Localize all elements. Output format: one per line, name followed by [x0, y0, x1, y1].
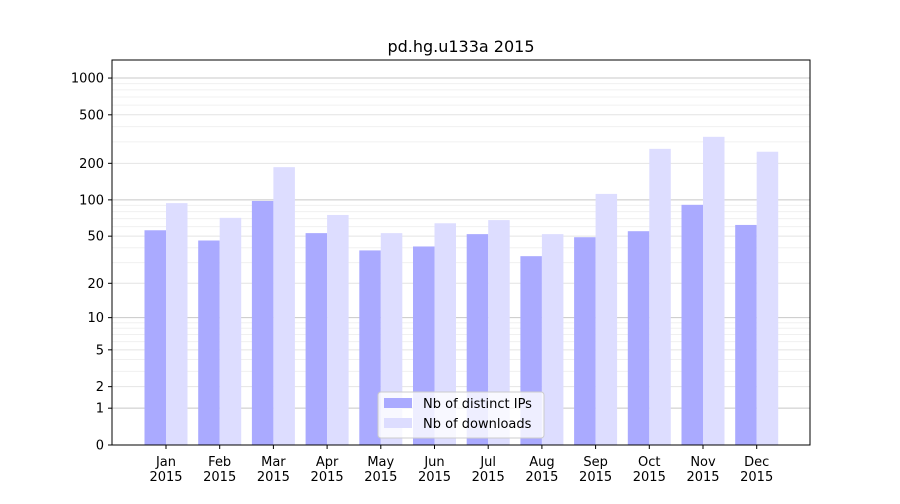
x-tick-label: 2015: [364, 470, 397, 485]
y-tick-label: 100: [79, 193, 104, 208]
x-tick-label: 2015: [311, 470, 344, 485]
x-tick-label: 2015: [149, 470, 182, 485]
legend-label: Nb of distinct IPs: [423, 397, 532, 412]
bar-downloads: [219, 217, 242, 445]
chart-title: pd.hg.u133a 2015: [387, 37, 534, 56]
x-tick-label: Sep: [583, 455, 608, 470]
bar-distinct-ips: [681, 204, 703, 445]
y-tick-label: 0: [96, 439, 104, 454]
bar-distinct-ips: [251, 200, 274, 445]
y-tick-label: 10: [87, 311, 104, 326]
x-tick-label: 2015: [203, 470, 236, 485]
x-tick-label: May: [367, 455, 394, 470]
x-tick-label: Nov: [690, 455, 716, 470]
plot-frame: [111, 59, 811, 446]
bar-downloads: [488, 220, 510, 445]
x-tick-label: Oct: [638, 455, 660, 470]
bar-downloads: [756, 151, 779, 445]
x-tick-label: 2015: [418, 470, 451, 485]
bar-downloads: [541, 234, 564, 445]
legend-box: [377, 391, 545, 439]
bar-distinct-ips: [144, 230, 166, 445]
x-tick-label: Dec: [744, 455, 769, 470]
bar-distinct-ips: [735, 224, 757, 445]
bar-distinct-ips: [627, 231, 650, 445]
x-tick-label: 2015: [525, 470, 558, 485]
bar-downloads: [649, 148, 671, 446]
bar-distinct-ips: [305, 233, 328, 445]
y-tick-label: 50: [87, 230, 104, 245]
x-tick-label: Jan: [155, 455, 176, 470]
x-tick-label: 2015: [740, 470, 773, 485]
bar-distinct-ips: [574, 237, 596, 445]
bar-downloads: [273, 167, 295, 445]
legend-swatch: [384, 398, 412, 408]
x-tick-label: Jun: [423, 455, 444, 470]
y-tick-label: 1: [96, 402, 104, 417]
y-tick-label: 2: [96, 380, 104, 395]
bar-downloads: [166, 203, 188, 445]
x-tick-label: 2015: [472, 470, 505, 485]
x-tick-label: Apr: [316, 455, 339, 470]
bar-downloads: [434, 223, 456, 445]
x-tick-label: Aug: [529, 455, 554, 470]
y-tick-label: 200: [79, 157, 104, 172]
y-tick-label: 20: [87, 277, 104, 292]
bar-downloads: [595, 193, 618, 445]
x-tick-label: 2015: [633, 470, 666, 485]
x-tick-label: 2015: [579, 470, 612, 485]
y-tick-label: 5: [96, 343, 104, 358]
x-tick-label: 2015: [686, 470, 719, 485]
x-tick-label: Feb: [208, 455, 231, 470]
x-tick-label: Jul: [479, 455, 496, 470]
x-tick-label: 2015: [257, 470, 290, 485]
y-tick-label: 1000: [71, 72, 104, 87]
bar-downloads: [703, 136, 725, 445]
y-tick-label: 500: [79, 108, 104, 123]
bar-distinct-ips: [198, 240, 220, 445]
legend-swatch: [384, 418, 412, 428]
legend-label: Nb of downloads: [423, 417, 532, 432]
x-tick-label: Mar: [261, 455, 286, 470]
bar-distinct-ips: [359, 250, 381, 445]
bar-downloads: [327, 214, 349, 445]
